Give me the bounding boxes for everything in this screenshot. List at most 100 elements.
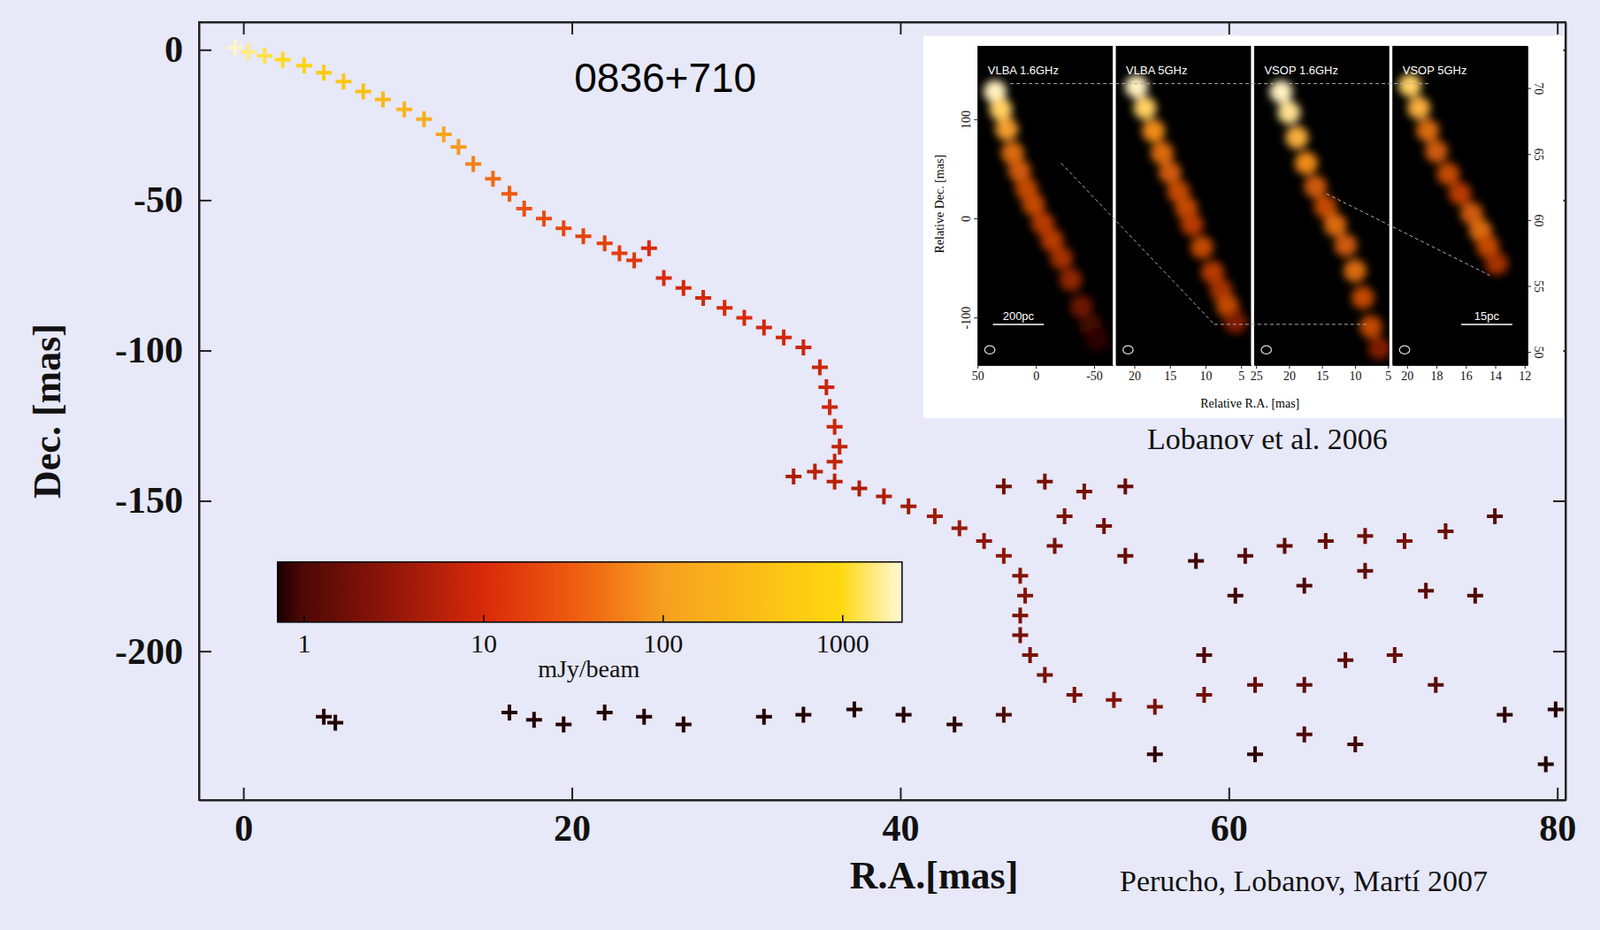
jet-blob	[1294, 151, 1318, 175]
data-point	[465, 156, 482, 173]
data-point	[826, 419, 843, 436]
axis-line	[1393, 365, 1529, 367]
tick-mark	[1240, 365, 1242, 369]
zoom-guide	[1214, 323, 1368, 325]
colorbar-tick-label: 1	[297, 628, 311, 659]
tick: 5	[1238, 365, 1245, 383]
colorbar-tick	[662, 615, 665, 623]
tick-label: 20	[1128, 369, 1141, 383]
data-point	[1066, 687, 1083, 704]
colorbar-tick	[303, 615, 306, 623]
data-point	[1247, 677, 1264, 694]
inset-x-axis-title: Relative R.A. [mas]	[1200, 397, 1300, 411]
tick-mark	[199, 500, 212, 503]
tick-label: 10	[1199, 369, 1212, 383]
beam	[1261, 345, 1272, 354]
data-point	[1187, 553, 1204, 570]
scale-bar-label: 15pc	[1474, 309, 1501, 323]
data-point	[795, 706, 812, 723]
data-point	[1011, 627, 1028, 644]
x-axis-title: R.A.[mas]	[849, 854, 1019, 898]
data-point	[831, 438, 848, 455]
jet-blob	[1398, 74, 1422, 98]
inset-y-axis-title: Relative Dec. [mas]	[933, 154, 947, 254]
tick-label: 15	[1316, 369, 1329, 383]
tick: 50	[972, 365, 985, 383]
jet-blob	[1059, 268, 1083, 292]
data-point	[327, 715, 344, 732]
tick-mark	[1527, 88, 1532, 90]
beam	[1123, 345, 1134, 354]
data-point	[675, 717, 692, 734]
tick: -50	[1086, 365, 1103, 383]
data-point	[826, 474, 843, 490]
data-point	[995, 706, 1012, 723]
tick-mark	[1527, 285, 1532, 287]
y-axis: 0-50-100-150-200	[114, 22, 212, 802]
tick-mark	[571, 788, 574, 801]
tick-label: 20	[553, 808, 591, 850]
tick-mark	[243, 22, 245, 35]
figure: 0204060800-50-100-150-200R.A.[mas]Dec. […	[0, 0, 1600, 930]
tick: 5	[1385, 365, 1392, 383]
data-point	[656, 269, 673, 286]
tick-label: 5	[1385, 369, 1392, 383]
tick: 40	[881, 788, 919, 850]
data-point	[641, 240, 658, 257]
colorbar-tick	[482, 615, 485, 623]
jet-blob	[1324, 214, 1348, 238]
jet-blob	[1141, 119, 1165, 143]
data-point	[597, 235, 613, 252]
tick	[1557, 22, 1559, 35]
tick-mark	[1436, 365, 1438, 369]
colorbar-tick-label: 10	[470, 628, 498, 659]
data-point	[1011, 567, 1028, 584]
jet-blob	[995, 117, 1019, 141]
data-point	[1147, 699, 1164, 716]
annotation: Lobanov et al. 2006	[1147, 422, 1388, 456]
tick	[1553, 501, 1566, 503]
tick-label: 0	[164, 29, 184, 70]
jet-emission	[1398, 74, 1509, 276]
x-axis: 020406080	[199, 788, 1578, 850]
data-point	[611, 245, 628, 262]
panel-x-axis: 500-50	[972, 365, 1114, 383]
data-point	[415, 111, 432, 128]
tick-mark	[199, 650, 212, 653]
data-point	[1337, 652, 1354, 669]
tick-mark	[973, 218, 978, 220]
data-point	[501, 185, 518, 202]
data-point	[501, 704, 518, 721]
tick: 18	[1431, 365, 1444, 383]
colorbar-tick-label: 100	[643, 628, 683, 659]
jet-blob	[1125, 75, 1149, 99]
tick-mark	[1527, 153, 1532, 155]
data-point	[555, 220, 572, 237]
jet-blob	[1086, 328, 1110, 352]
panel-y-axis-right: 7065605550	[1527, 45, 1546, 366]
tick-mark	[1228, 788, 1231, 801]
panel-x-axis: 2018161412	[1393, 365, 1532, 383]
tick-mark	[1465, 365, 1467, 369]
data-point	[335, 73, 352, 90]
jet-emission	[983, 80, 1110, 352]
jet-blob	[1416, 118, 1440, 142]
data-point	[846, 702, 863, 719]
tick-mark	[973, 119, 978, 121]
x-axis-top	[199, 22, 1567, 35]
jet-blob	[1368, 336, 1390, 360]
data-point	[1056, 508, 1073, 525]
colorbar-tick	[842, 615, 844, 623]
tick: 20	[1128, 365, 1141, 383]
image-panel	[1254, 45, 1390, 366]
background	[0, 0, 1600, 930]
beam	[1399, 345, 1410, 354]
data-point	[1417, 582, 1434, 599]
tick-label: 55	[1531, 280, 1546, 293]
axis-line	[199, 800, 1567, 803]
data-point	[695, 290, 712, 307]
tick: 0	[959, 215, 978, 223]
data-point	[240, 44, 257, 61]
tick-mark	[1524, 365, 1526, 369]
tick-label: 50	[972, 369, 985, 383]
